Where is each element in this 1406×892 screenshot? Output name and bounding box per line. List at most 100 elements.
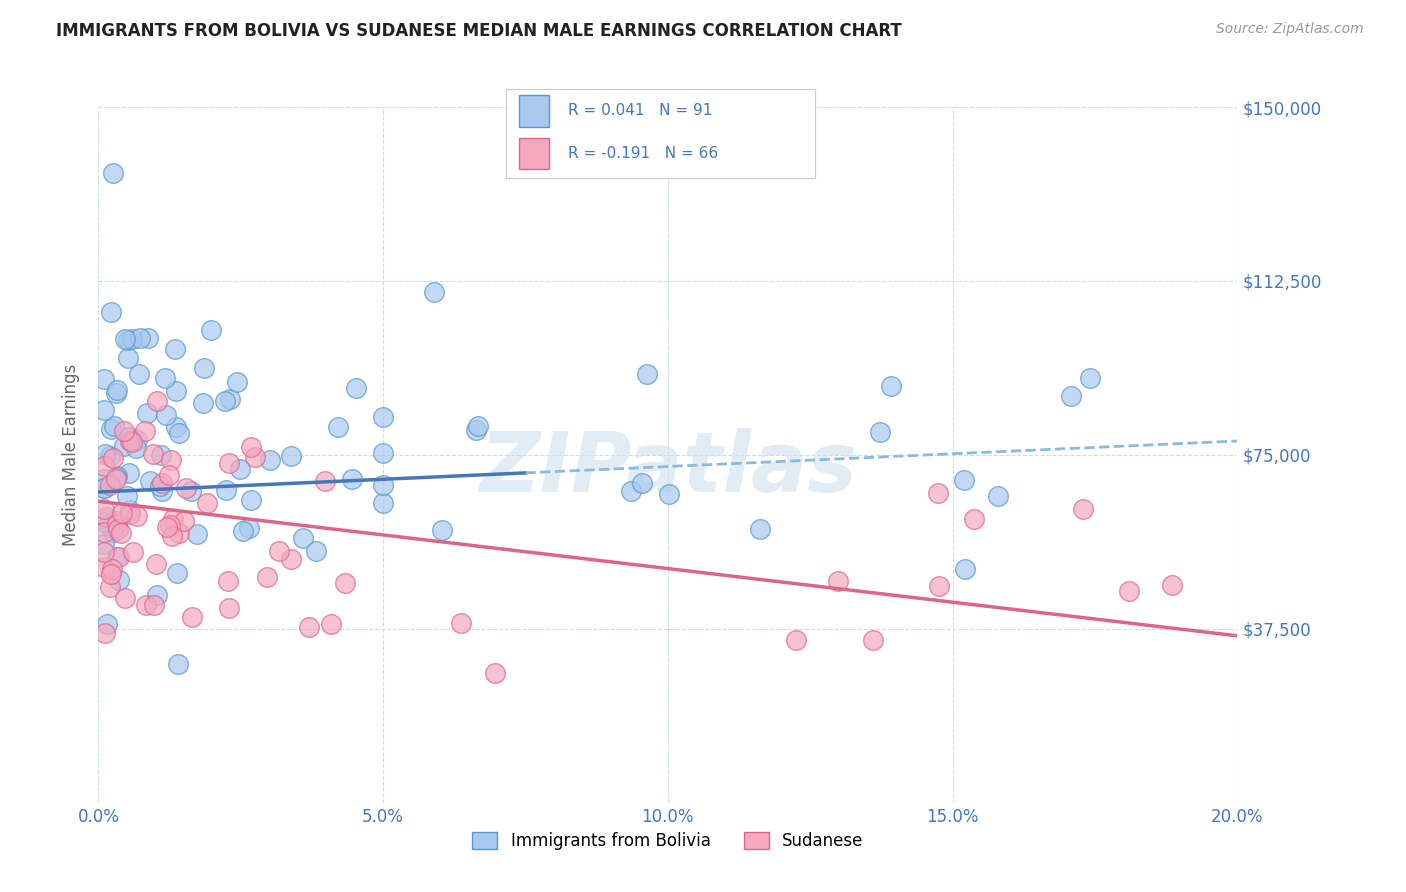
Point bbox=[105, 384, 128, 398]
Point bbox=[953, 473, 976, 487]
Point bbox=[218, 600, 240, 615]
Point bbox=[159, 452, 181, 467]
Point bbox=[111, 506, 134, 520]
Point bbox=[880, 379, 903, 393]
Point bbox=[145, 557, 167, 571]
Point bbox=[150, 476, 173, 491]
Point bbox=[100, 422, 122, 436]
Point bbox=[118, 507, 141, 521]
Point bbox=[963, 512, 986, 526]
Point bbox=[100, 567, 122, 582]
Point bbox=[748, 522, 770, 536]
Point bbox=[114, 591, 136, 605]
Point bbox=[484, 665, 506, 680]
Point bbox=[107, 522, 129, 536]
Text: R = -0.191   N = 66: R = -0.191 N = 66 bbox=[568, 146, 718, 161]
Point bbox=[118, 466, 141, 480]
Point bbox=[127, 434, 149, 448]
Point bbox=[240, 492, 263, 507]
Point bbox=[93, 458, 115, 473]
Point bbox=[146, 393, 169, 408]
Point bbox=[195, 496, 218, 510]
Point bbox=[256, 570, 278, 584]
Point bbox=[631, 476, 654, 491]
Point bbox=[785, 633, 807, 648]
Point bbox=[166, 566, 188, 581]
Point bbox=[94, 626, 117, 640]
Point bbox=[103, 419, 125, 434]
Point bbox=[114, 424, 136, 438]
Point bbox=[450, 616, 472, 631]
Point bbox=[93, 372, 115, 386]
Point bbox=[149, 478, 172, 492]
Point bbox=[134, 424, 156, 438]
Point bbox=[93, 481, 115, 495]
Point bbox=[135, 598, 157, 612]
Point bbox=[167, 426, 190, 441]
Point bbox=[155, 519, 177, 533]
Point bbox=[174, 481, 197, 495]
Bar bbox=[519, 138, 550, 169]
Y-axis label: Median Male Earnings: Median Male Earnings bbox=[62, 364, 80, 546]
Point bbox=[181, 610, 204, 624]
Text: IMMIGRANTS FROM BOLIVIA VS SUDANESE MEDIAN MALE EARNINGS CORRELATION CHART: IMMIGRANTS FROM BOLIVIA VS SUDANESE MEDI… bbox=[56, 22, 903, 40]
Point bbox=[165, 419, 187, 434]
Point bbox=[305, 544, 328, 558]
Point bbox=[104, 514, 127, 528]
Point bbox=[143, 598, 166, 612]
Point bbox=[927, 486, 949, 500]
Point bbox=[180, 483, 202, 498]
Point bbox=[94, 447, 117, 461]
Point bbox=[105, 516, 128, 531]
Point bbox=[104, 469, 127, 483]
Point bbox=[155, 408, 177, 422]
Point bbox=[101, 166, 124, 180]
Point bbox=[93, 403, 115, 417]
Point bbox=[159, 517, 181, 532]
Point bbox=[636, 367, 658, 381]
Text: Source: ZipAtlas.com: Source: ZipAtlas.com bbox=[1216, 22, 1364, 37]
Point bbox=[115, 489, 138, 503]
Point bbox=[103, 450, 125, 465]
Point bbox=[121, 332, 143, 346]
Point bbox=[100, 562, 122, 576]
Point bbox=[121, 545, 143, 559]
Point bbox=[342, 472, 364, 486]
Point bbox=[96, 513, 118, 527]
Point bbox=[314, 474, 336, 488]
Point bbox=[155, 371, 177, 385]
Point bbox=[150, 448, 173, 462]
Point bbox=[620, 484, 643, 499]
Point bbox=[232, 524, 254, 539]
Point bbox=[125, 509, 148, 524]
Point bbox=[160, 529, 183, 543]
Point bbox=[150, 483, 173, 498]
Point bbox=[373, 446, 395, 460]
Point bbox=[319, 616, 342, 631]
Point bbox=[100, 478, 122, 492]
Point bbox=[142, 447, 165, 461]
Point bbox=[93, 472, 115, 486]
Point bbox=[93, 545, 115, 559]
Point bbox=[108, 549, 131, 564]
Point bbox=[118, 434, 141, 449]
Point bbox=[467, 418, 489, 433]
Point bbox=[928, 579, 950, 593]
Point bbox=[100, 305, 122, 319]
Point bbox=[827, 574, 849, 588]
Point bbox=[173, 514, 195, 528]
Point bbox=[114, 332, 136, 346]
Point bbox=[326, 419, 349, 434]
Point bbox=[110, 525, 132, 540]
Point bbox=[225, 375, 247, 389]
Point bbox=[193, 360, 215, 375]
Point bbox=[267, 544, 290, 558]
Point bbox=[112, 439, 135, 453]
Point bbox=[107, 469, 129, 483]
Point bbox=[121, 434, 143, 449]
Text: ZIPatlas: ZIPatlas bbox=[479, 428, 856, 509]
Point bbox=[243, 450, 266, 464]
Point bbox=[125, 442, 148, 456]
Point bbox=[100, 580, 122, 594]
Point bbox=[259, 453, 281, 467]
